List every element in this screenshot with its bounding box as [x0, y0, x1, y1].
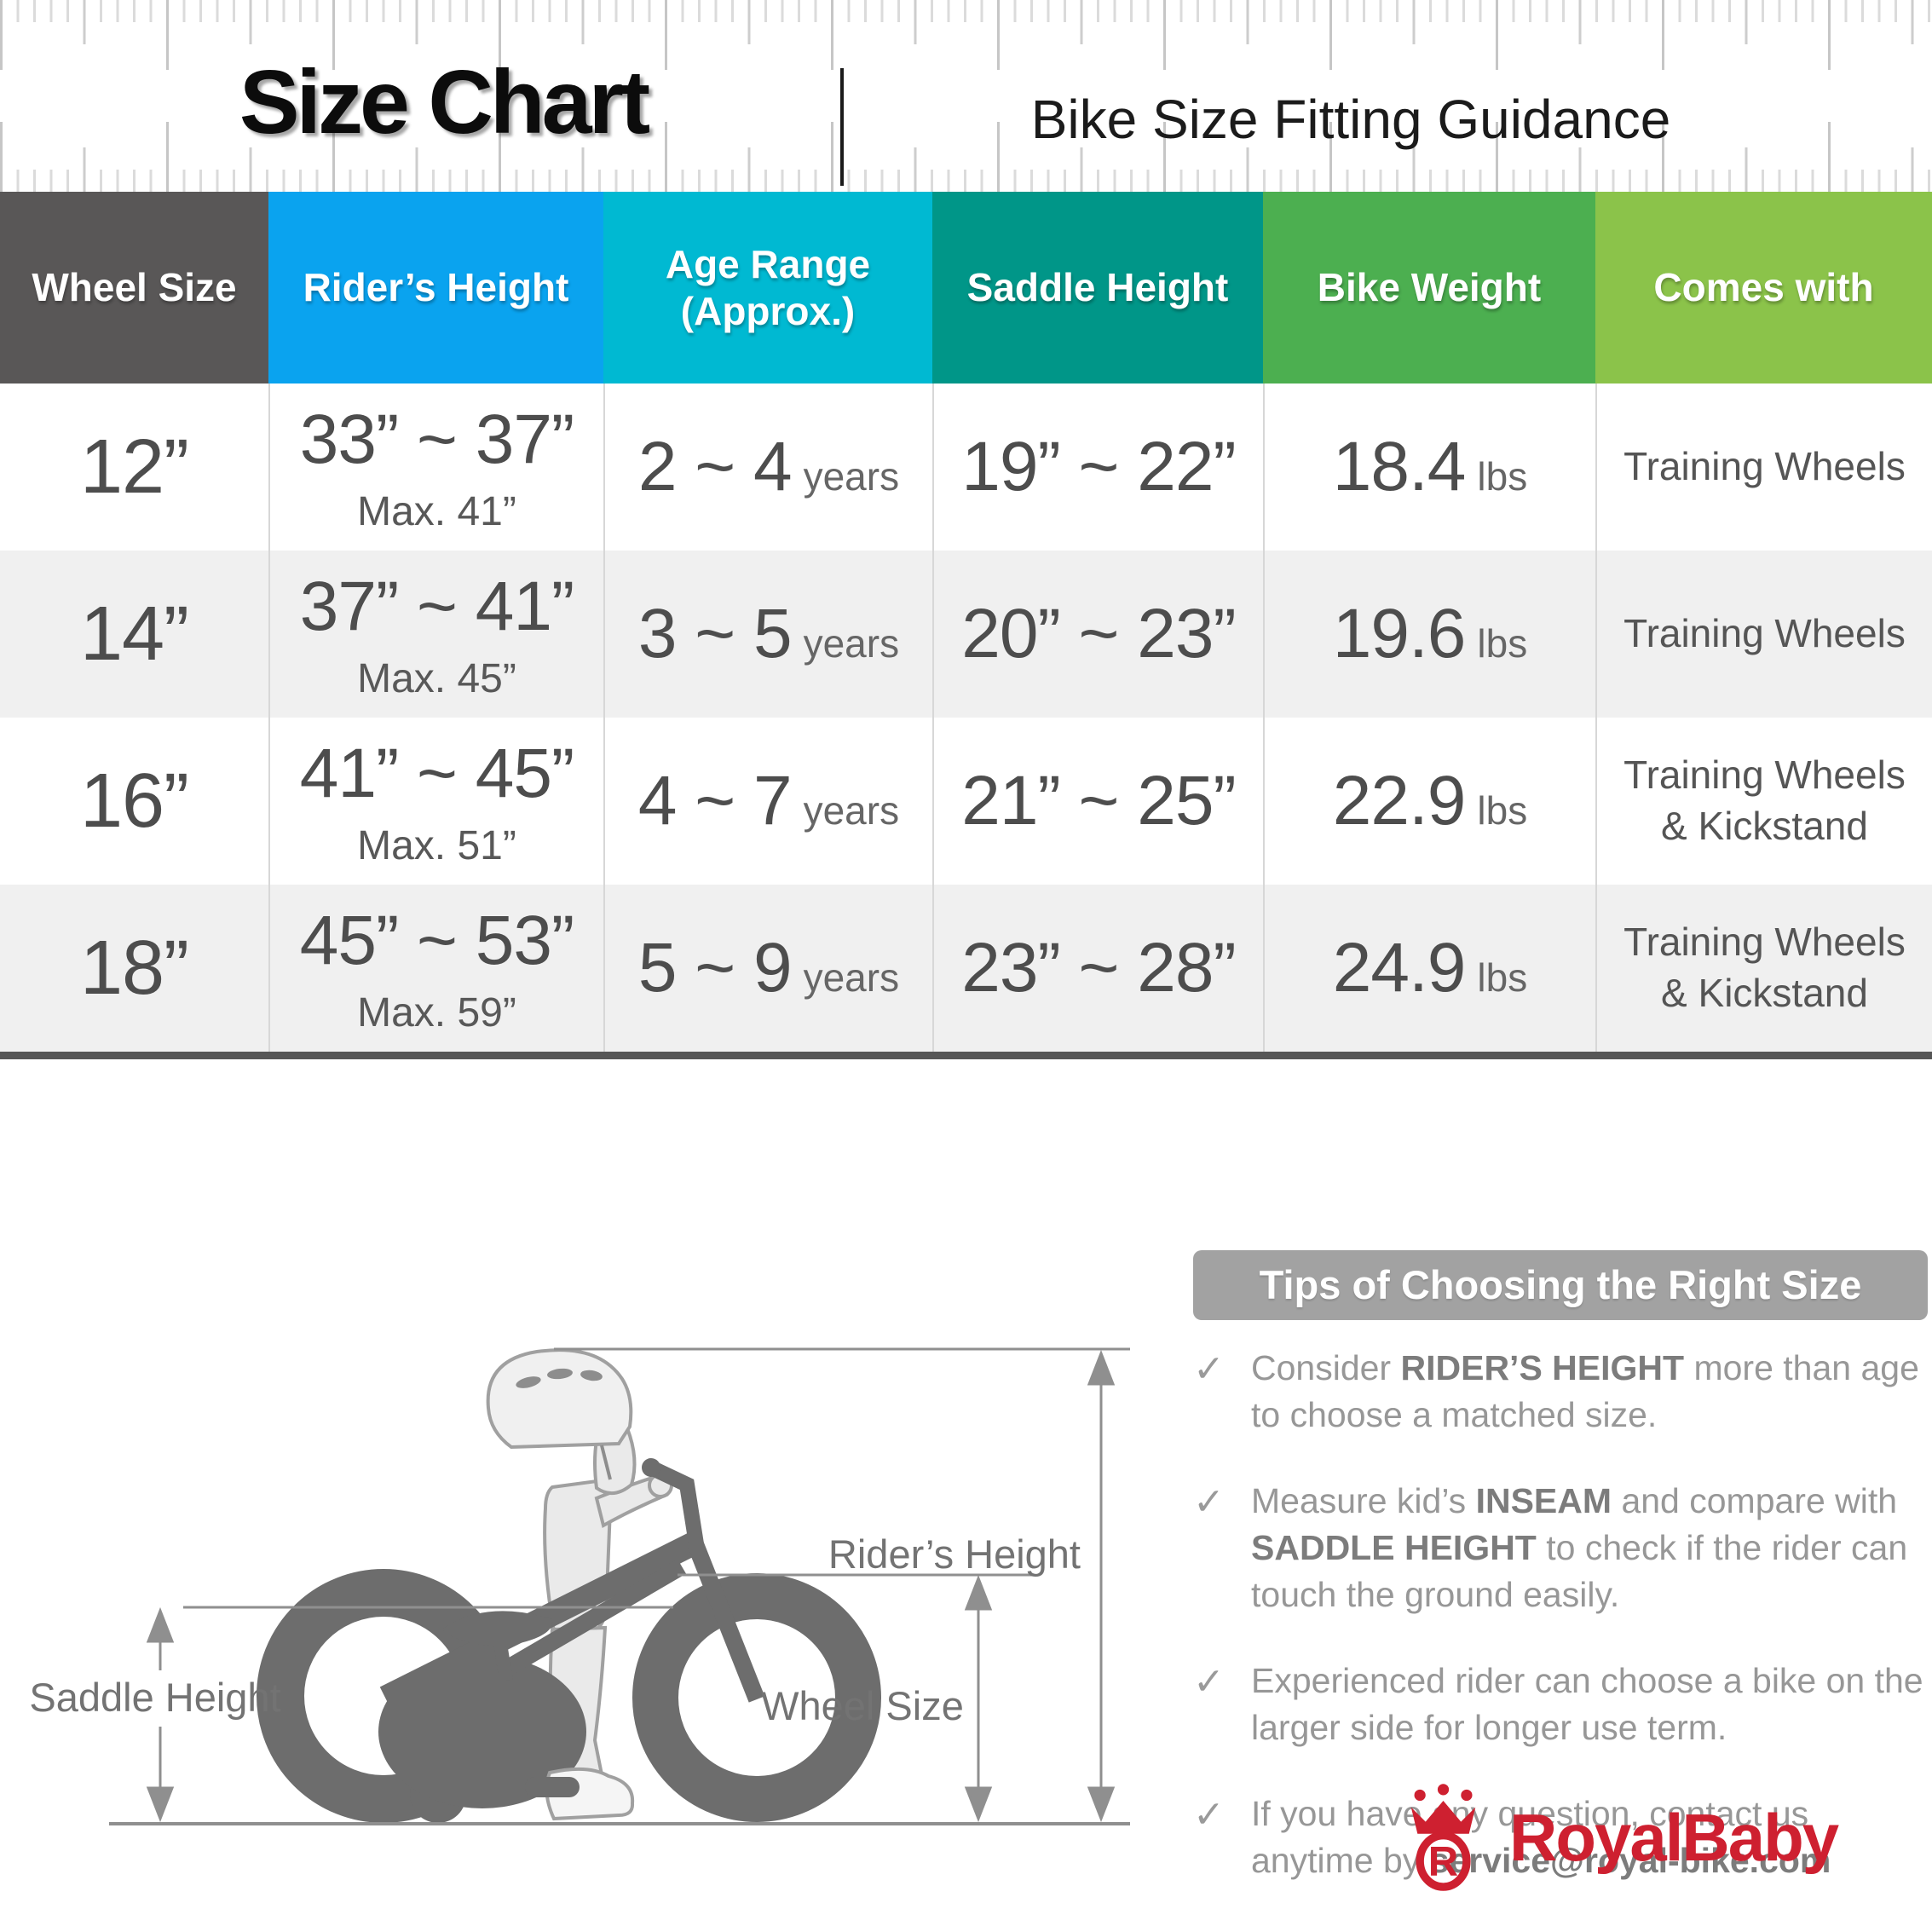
cell-wheel-size: 16”	[79, 758, 189, 844]
fork	[687, 1541, 765, 1703]
cell-saddle-height: 19” ~ 22”	[932, 384, 1263, 551]
brand-name: RoyalBaby	[1509, 1799, 1839, 1875]
grip	[642, 1458, 660, 1477]
title-divider	[840, 68, 844, 186]
cell-riders-height: 37” ~ 41” Max. 45”	[268, 551, 603, 718]
cell-comes-with: Training Wheels	[1595, 551, 1932, 718]
cell-bike-weight: 19.6 lbs	[1263, 551, 1595, 718]
cell-age-range: 4 ~ 7 years	[603, 718, 932, 885]
check-icon: ✓	[1193, 1793, 1225, 1836]
svg-text:R: R	[1428, 1839, 1458, 1885]
column-header-riders-height: Rider’s Height	[268, 192, 603, 384]
helmet-vents	[516, 1368, 603, 1388]
saddle	[441, 1611, 553, 1647]
chain-guard	[378, 1655, 586, 1808]
cell-age-range: 2 ~ 4 years	[603, 384, 932, 551]
cell-riders-height: 45” ~ 53” Max. 59”	[268, 885, 603, 1052]
column-header-wheel-size: Wheel Size	[0, 192, 268, 384]
cell-comes-with: Training Wheels & Kickstand	[1595, 885, 1932, 1052]
cell-wheel-size: 14”	[0, 551, 268, 718]
tip-text: Experienced rider can choose a bike on t…	[1251, 1660, 1923, 1747]
cell-comes-with: Training Wheels	[1595, 384, 1932, 551]
ruler-above-table	[0, 122, 1932, 192]
cell-bike-weight: 22.9 lbs	[1263, 718, 1595, 885]
page-title: Size Chart	[239, 52, 650, 153]
column-header-bike-weight: Bike Weight	[1263, 192, 1595, 384]
pedal	[525, 1777, 580, 1797]
handlebar	[647, 1462, 705, 1557]
cell-comes-with: Training Wheels & Kickstand	[1595, 718, 1932, 885]
list-item: ✓ Consider RIDER’S HEIGHT more than age …	[1193, 1345, 1931, 1439]
cell-bike-weight: 24.9 lbs	[1263, 885, 1595, 1052]
column-header-saddle-height: Saddle Height	[932, 192, 1263, 384]
front-wheel	[632, 1573, 881, 1822]
check-icon: ✓	[1193, 1348, 1225, 1390]
wheel-size-label: Wheel Size	[761, 1683, 964, 1728]
list-item: ✓ If you have any question, contact us a…	[1193, 1791, 1931, 1884]
cell-riders-height: 41” ~ 45” Max. 51”	[268, 718, 603, 885]
helmet-icon	[486, 1348, 633, 1450]
tips-title: Tips of Choosing the Right Size	[1193, 1250, 1928, 1320]
check-icon: ✓	[1193, 1480, 1225, 1523]
tip-text: If you have any question, contact us any…	[1251, 1793, 1831, 1880]
brand-logo: R RoyalBaby	[1393, 1783, 1839, 1892]
tip-text: Consider RIDER’S HEIGHT more than age to…	[1251, 1348, 1919, 1434]
list-item: ✓ Measure kid’s INSEAM and compare with …	[1193, 1478, 1931, 1618]
cell-wheel-size: 12”	[79, 424, 189, 510]
tips-list: ✓ Consider RIDER’S HEIGHT more than age …	[1193, 1345, 1931, 1883]
check-icon: ✓	[1193, 1660, 1225, 1703]
table-bottom-rule	[0, 1052, 1932, 1059]
list-item: ✓ Experienced rider can choose a bike on…	[1193, 1658, 1931, 1751]
cell-bike-weight: 18.4 lbs	[1263, 384, 1595, 551]
saddle-height-label: Saddle Height	[29, 1675, 280, 1720]
column-header-comes-with: Comes with	[1595, 192, 1932, 384]
tip-text: Measure kid’s INSEAM and compare with SA…	[1251, 1480, 1908, 1614]
page-subtitle: Bike Size Fitting Guidance	[1030, 89, 1671, 150]
bike-measurement-diagram: Saddle Height Rider’s Height Wheel Size	[29, 1347, 1130, 1825]
helmet-strap	[600, 1445, 612, 1480]
ruler-top	[0, 0, 1932, 70]
cell-age-range: 3 ~ 5 years	[603, 551, 932, 718]
rider-height-label: Rider’s Height	[828, 1531, 1081, 1577]
royalbaby-crown-icon: R	[1410, 1784, 1476, 1891]
cell-saddle-height: 23” ~ 28”	[932, 885, 1263, 1052]
cell-saddle-height: 21” ~ 25”	[932, 718, 1263, 885]
cell-wheel-size: 18”	[0, 885, 268, 1052]
column-header-age-range: Age Range (Approx.)	[603, 192, 932, 384]
bike-silhouette	[257, 1458, 881, 1823]
cell-saddle-height: 20” ~ 23”	[932, 551, 1263, 718]
cell-age-range: 5 ~ 9 years	[603, 885, 932, 1052]
size-table: Wheel Size Rider’s Height Age Range (Appr…	[0, 192, 1932, 1052]
cell-riders-height: 33” ~ 37” Max. 41”	[268, 384, 603, 551]
